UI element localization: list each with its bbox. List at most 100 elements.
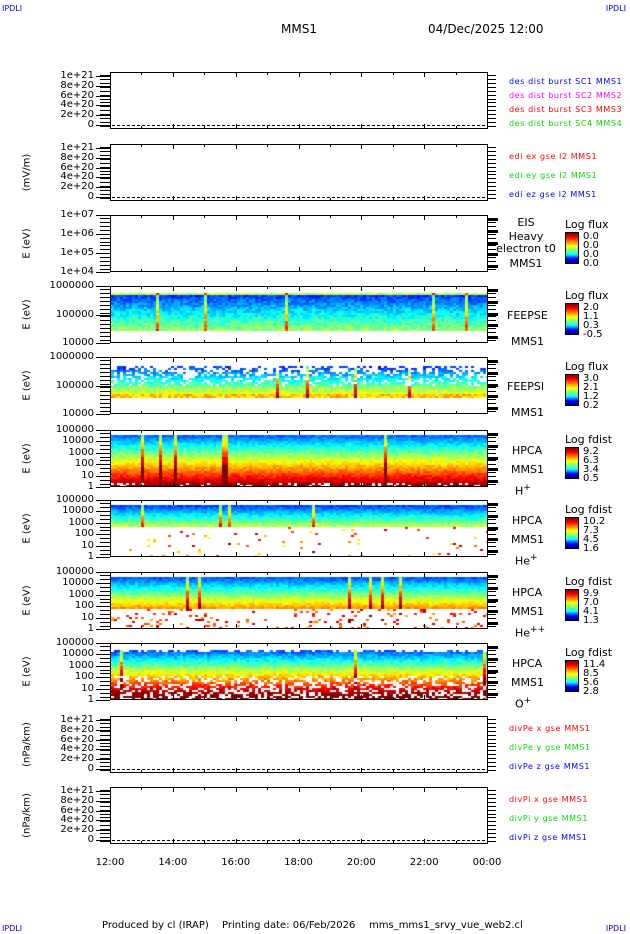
- legend-entry: edi ey gse l2 MMS1: [509, 171, 598, 180]
- corner-logo-bl: IPDLI: [2, 924, 23, 933]
- minor-tick: [100, 657, 110, 659]
- x-tick-mark: [361, 552, 363, 557]
- minor-tick-right: [488, 661, 496, 663]
- x-tick-mark: [329, 286, 331, 289]
- colorbar-value: 7.0: [583, 597, 599, 608]
- x-tick-mark: [172, 409, 174, 414]
- x-tick-mark: [110, 643, 111, 648]
- x-tick-mark: [141, 340, 143, 343]
- colorbar-value: 4.5: [583, 534, 599, 545]
- x-tick-label: 14:00: [158, 857, 188, 868]
- datetime-title: 04/Dec/2025 12:00: [428, 22, 544, 36]
- y-tick-mark: [96, 385, 110, 387]
- minor-tick-right: [488, 237, 496, 239]
- minor-tick: [100, 766, 110, 768]
- x-tick-mark: [424, 787, 426, 792]
- minor-tick-right: [488, 106, 496, 108]
- x-tick-mark: [204, 572, 206, 575]
- y-tick-mark: [96, 749, 110, 751]
- x-tick-mark: [141, 72, 143, 75]
- minor-tick-right: [488, 586, 498, 590]
- y-axis-label: E (eV): [21, 298, 33, 330]
- minor-tick: [100, 762, 110, 764]
- x-tick-mark: [329, 572, 331, 575]
- y-tick-label: 8e+20: [60, 151, 94, 163]
- x-tick-mark: [392, 484, 394, 487]
- minor-tick: [100, 363, 110, 365]
- x-tick-mark: [172, 716, 174, 721]
- x-tick-label: 12:00: [95, 857, 125, 868]
- minor-tick-right: [488, 122, 496, 124]
- x-tick-mark: [110, 500, 111, 505]
- x-tick-mark: [110, 286, 111, 291]
- minor-tick-right: [488, 269, 496, 270]
- minor-tick: [100, 82, 110, 84]
- minor-tick: [100, 813, 110, 815]
- minor-tick-right: [488, 233, 496, 235]
- minor-tick: [100, 340, 110, 341]
- x-tick-mark: [235, 215, 237, 220]
- minor-tick: [100, 750, 110, 752]
- x-tick-label: 18:00: [284, 857, 313, 868]
- minor-tick: [100, 78, 110, 80]
- minor-tick: [100, 336, 110, 338]
- x-tick-mark: [267, 697, 269, 700]
- minor-tick: [100, 734, 110, 736]
- x-tick-mark: [424, 215, 426, 220]
- y-tick-label: 100: [74, 671, 94, 683]
- x-tick-mark: [235, 787, 237, 792]
- minor-tick-right: [488, 738, 496, 740]
- instrument-label: HPCA: [512, 444, 543, 457]
- minor-tick-right: [488, 506, 496, 508]
- x-tick-mark: [110, 552, 111, 557]
- colorbar-value: 0.0: [583, 249, 599, 260]
- minor-tick-right: [488, 825, 496, 827]
- y-tick-label: 0: [87, 119, 94, 131]
- legend-entry: edi ex gse l2 MMS1: [509, 152, 598, 161]
- y-tick-label: 1e+04: [60, 266, 94, 277]
- y-tick-mark: [96, 572, 110, 573]
- x-tick-mark: [110, 196, 111, 201]
- x-tick-label: 00:00: [472, 857, 502, 868]
- minor-tick-right: [488, 746, 496, 748]
- minor-tick: [100, 534, 110, 536]
- x-tick-mark: [235, 357, 237, 362]
- minor-tick-right: [488, 590, 496, 592]
- x-tick-mark: [141, 626, 143, 629]
- minor-tick-right: [488, 542, 496, 544]
- x-tick-mark: [361, 839, 363, 844]
- y-tick-label: 10000: [62, 408, 94, 419]
- minor-tick: [100, 719, 110, 720]
- minor-tick-right: [488, 166, 496, 168]
- y-tick-label: 4e+20: [60, 171, 94, 183]
- minor-tick-right: [488, 622, 498, 626]
- y-tick-mark: [96, 157, 110, 159]
- minor-tick: [100, 506, 110, 508]
- x-tick-mark: [329, 554, 331, 557]
- x-tick-mark: [172, 768, 174, 773]
- minor-tick: [100, 770, 110, 771]
- colorbar-value: 1.6: [583, 543, 599, 554]
- minor-tick-right: [488, 677, 496, 679]
- minor-tick-right: [488, 379, 496, 381]
- x-tick-mark: [424, 768, 426, 773]
- minor-tick-right: [488, 162, 496, 164]
- minor-tick: [100, 546, 110, 548]
- x-tick-mark: [392, 500, 394, 503]
- x-tick-mark: [487, 409, 488, 414]
- x-tick-mark: [110, 409, 111, 414]
- x-tick-mark: [487, 144, 488, 149]
- y-axis-label: (mV/m): [21, 153, 33, 191]
- x-tick-mark: [298, 768, 300, 773]
- spectrogram-5: [111, 431, 487, 486]
- x-tick-mark: [267, 411, 269, 414]
- minor-tick: [100, 126, 110, 127]
- minor-tick-right: [488, 158, 496, 160]
- minor-tick: [100, 677, 110, 679]
- y-tick-label: 1000: [68, 588, 94, 600]
- minor-tick-right: [488, 448, 496, 450]
- x-tick-mark: [329, 716, 331, 719]
- minor-tick: [100, 110, 110, 112]
- minor-tick: [100, 833, 110, 835]
- x-tick-mark: [487, 286, 488, 291]
